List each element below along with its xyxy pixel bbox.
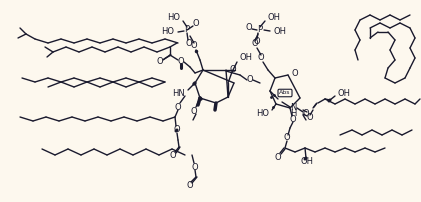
- Text: O: O: [303, 108, 309, 118]
- Text: O: O: [157, 58, 163, 66]
- Text: O: O: [174, 125, 180, 135]
- Text: O: O: [274, 153, 281, 162]
- Text: OH: OH: [274, 26, 287, 36]
- Text: O: O: [229, 65, 236, 75]
- Text: OH: OH: [268, 14, 281, 22]
- Text: O: O: [247, 76, 253, 84]
- Text: O: O: [291, 68, 298, 78]
- Text: HN: HN: [172, 88, 185, 98]
- Text: O: O: [254, 38, 260, 46]
- Text: O: O: [258, 54, 264, 62]
- Text: H: H: [290, 108, 296, 118]
- Text: HO: HO: [161, 27, 174, 37]
- Text: OH: OH: [338, 88, 351, 98]
- Text: O: O: [186, 39, 192, 47]
- Text: O: O: [178, 58, 184, 66]
- Text: HO: HO: [256, 108, 269, 118]
- Text: O: O: [193, 20, 199, 28]
- Text: O: O: [187, 182, 193, 190]
- Text: OH: OH: [240, 54, 253, 62]
- Text: P: P: [257, 25, 263, 35]
- Text: OH: OH: [301, 158, 314, 166]
- Text: O: O: [246, 23, 252, 33]
- Text: O: O: [306, 114, 313, 122]
- Text: O: O: [192, 162, 198, 171]
- Text: O: O: [290, 115, 296, 123]
- Text: O: O: [170, 152, 176, 161]
- Text: O: O: [191, 106, 197, 116]
- Text: N: N: [290, 102, 296, 112]
- Text: O: O: [175, 102, 181, 112]
- Text: Abs: Abs: [279, 90, 291, 96]
- Text: HO: HO: [167, 14, 180, 22]
- Text: O: O: [252, 40, 258, 48]
- Text: O: O: [284, 134, 290, 142]
- Text: P: P: [184, 25, 189, 35]
- Text: O: O: [191, 41, 197, 50]
